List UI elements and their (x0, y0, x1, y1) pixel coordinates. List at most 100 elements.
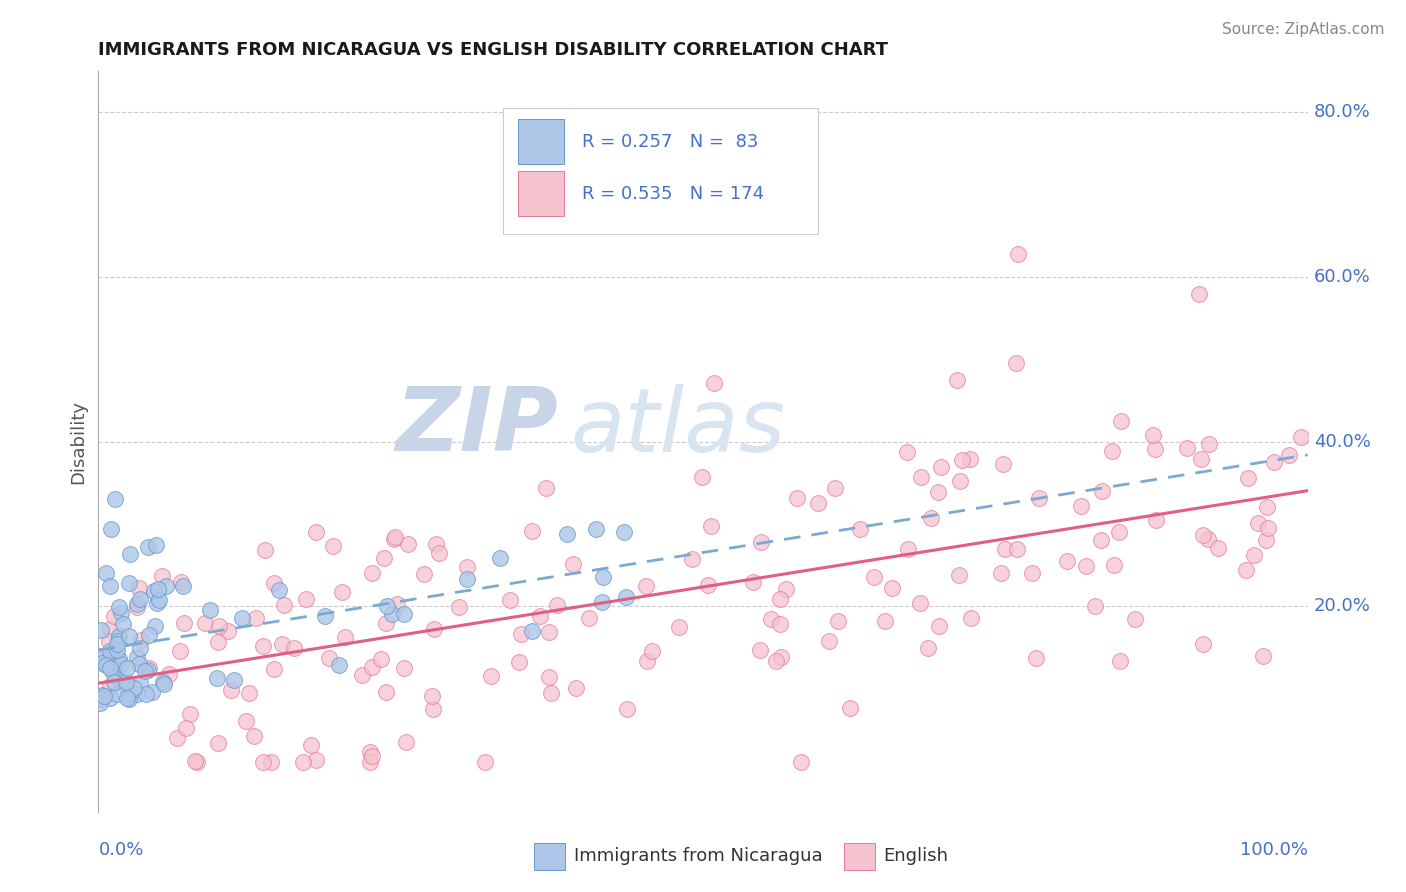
Point (374, 685, 396, 699)
Point (105, 669, 128, 683)
Point (305, 753, 328, 767)
Point (1243, 549, 1265, 563)
Point (136, 663, 159, 677)
Point (1198, 437, 1220, 451)
Point (90, 692, 112, 706)
Point (910, 470, 932, 484)
Point (742, 575, 765, 590)
Point (333, 630, 356, 644)
Point (108, 651, 131, 665)
Point (176, 721, 198, 735)
Point (1108, 525, 1130, 540)
Point (959, 452, 981, 467)
Point (361, 660, 384, 674)
Point (103, 608, 125, 623)
Point (897, 542, 920, 557)
Point (263, 576, 285, 591)
Point (1074, 559, 1097, 574)
Point (143, 584, 166, 599)
Point (561, 557, 583, 571)
Point (91, 688, 114, 702)
Point (990, 566, 1012, 580)
Text: 40.0%: 40.0% (1313, 433, 1371, 450)
Point (125, 649, 148, 664)
Point (169, 575, 191, 590)
FancyBboxPatch shape (517, 171, 564, 216)
Point (681, 552, 703, 566)
Point (350, 668, 373, 682)
Point (143, 619, 166, 633)
Point (108, 629, 131, 643)
Point (128, 640, 150, 655)
Text: ZIP: ZIP (395, 384, 558, 470)
Point (697, 577, 720, 591)
Point (129, 591, 152, 606)
Point (540, 686, 562, 700)
Point (700, 518, 723, 533)
Point (395, 735, 418, 749)
Point (929, 459, 952, 474)
Point (198, 603, 221, 617)
Point (1021, 566, 1043, 580)
Point (394, 661, 416, 675)
Point (520, 524, 543, 539)
Point (361, 566, 384, 580)
Point (235, 714, 257, 728)
Point (1084, 599, 1107, 614)
Point (263, 662, 285, 676)
Point (827, 615, 849, 629)
Point (1247, 516, 1270, 531)
Point (1056, 554, 1078, 568)
Point (949, 474, 972, 488)
Point (128, 581, 150, 595)
Point (108, 673, 131, 688)
Point (122, 681, 145, 695)
Point (927, 485, 949, 500)
Point (283, 640, 305, 655)
Point (592, 570, 614, 584)
Point (359, 756, 381, 770)
Point (98, 679, 121, 693)
Text: 80.0%: 80.0% (1313, 103, 1371, 121)
Point (179, 706, 201, 721)
Text: R = 0.535   N = 174: R = 0.535 N = 174 (582, 185, 765, 202)
Point (751, 535, 773, 549)
Point (420, 690, 443, 704)
Point (117, 692, 139, 706)
Text: 20.0%: 20.0% (1313, 597, 1371, 615)
Point (322, 539, 344, 553)
Point (534, 481, 557, 495)
Point (427, 546, 450, 560)
Point (299, 738, 322, 752)
Point (318, 651, 340, 665)
Point (1143, 442, 1166, 456)
Point (98, 691, 121, 706)
Point (118, 575, 141, 590)
Point (508, 655, 530, 669)
Point (94, 566, 117, 581)
Point (110, 606, 132, 620)
Point (668, 620, 690, 634)
Point (125, 600, 148, 615)
Point (1289, 430, 1312, 444)
Point (90, 648, 112, 663)
Point (360, 749, 382, 764)
Point (104, 492, 127, 507)
Point (118, 686, 141, 700)
Point (1090, 483, 1112, 498)
Point (546, 599, 568, 613)
Point (522, 624, 544, 638)
Point (510, 627, 533, 641)
Point (97, 633, 120, 648)
Point (205, 672, 228, 686)
Point (138, 661, 160, 675)
Point (1234, 563, 1257, 577)
Point (616, 702, 638, 716)
Point (585, 522, 607, 536)
Point (769, 617, 792, 632)
Text: IMMIGRANTS FROM NICARAGUA VS ENGLISH DISABILITY CORRELATION CHART: IMMIGRANTS FROM NICARAGUA VS ENGLISH DIS… (98, 41, 889, 59)
Point (157, 666, 180, 681)
Point (456, 572, 478, 586)
Text: Immigrants from Nicaragua: Immigrants from Nicaragua (574, 847, 823, 865)
Point (219, 683, 242, 698)
